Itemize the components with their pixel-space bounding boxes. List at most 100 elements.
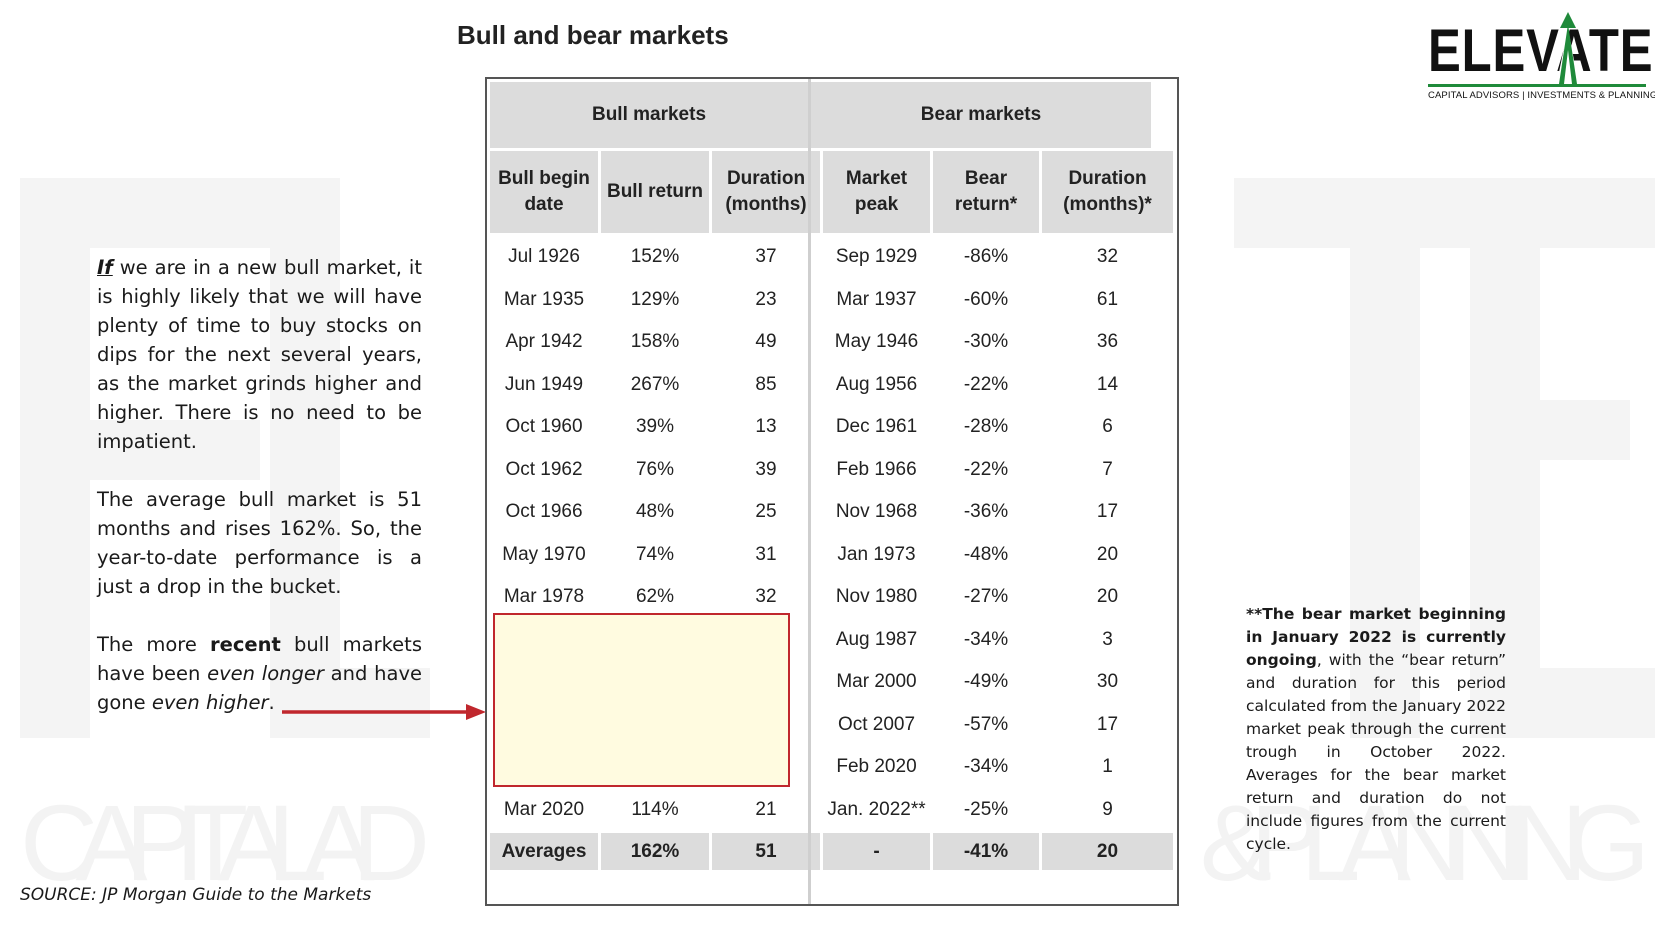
elevate-logo: ELEVATE CAPITAL ADVISORS | INVESTMENTS &… [1428,10,1655,105]
table-cell: -28% [963,416,1009,438]
table-cell: -48% [963,543,1009,565]
p3-text-e: and have gone [97,662,422,714]
table-cell: Feb 2020 [836,756,917,778]
commentary-paragraph-3: The more recent bull markets have been e… [97,630,422,717]
footnote-rest: , with the “bear return” and duration fo… [1246,651,1506,853]
table-cell: Mar 2000 [836,671,917,693]
table-cell: -36% [963,501,1009,523]
table-cell: 13 [755,416,777,438]
page-title: Bull and bear markets [457,20,729,50]
table-cell: 39 [755,458,777,480]
table-cell: -49% [963,671,1009,693]
table-cell: 20 [1096,586,1119,608]
table-cell: May 1970 [502,543,586,565]
averages-cell: - [823,833,930,870]
p3-text-a: The more [97,633,210,656]
table-cell: Nov 1980 [835,586,918,608]
table-cell: -22% [963,373,1009,395]
table-cell: 129% [630,288,680,310]
table-cell: 17 [1096,501,1119,523]
source-citation: SOURCE: JP Morgan Guide to the Markets [20,885,372,905]
table-cell: 17 [1096,713,1119,735]
table-cell: Mar 1937 [836,288,917,310]
table-cell: 39% [635,416,675,438]
footnote-text: **The bear market beginning in January 2… [1246,603,1506,856]
table-cell: 7 [1102,458,1113,480]
table-cell: Apr 1942 [505,331,583,353]
table-cell: Dec 1961 [835,416,918,438]
table-cell: 36 [1096,331,1119,353]
table-cell: 20 [1096,543,1119,565]
table-cell: Jun 1949 [504,373,584,395]
table-cell: 32 [755,586,777,608]
bull-bear-divider [808,79,811,904]
table-cell: 152% [630,246,680,268]
table-cell: Mar 1935 [503,288,585,310]
table-cell: Mar 2020 [503,798,585,820]
column-header: Bear return* [933,151,1039,233]
table-cell: 25 [755,501,777,523]
table-cell: -30% [963,331,1009,353]
table-cell: Jan 1973 [837,543,916,565]
table-cell: 267% [630,373,680,395]
bear-markets-header: Bear markets [811,82,1151,148]
table-cell: Jul 1926 [508,246,580,268]
table-cell: Oct 1962 [505,458,583,480]
table-cell: Sep 1929 [835,246,918,268]
table-cell: -34% [963,756,1009,778]
logo-divider [1428,84,1646,87]
table-cell: 74% [635,543,675,565]
paragraph-1-body: we are in a new bull market, it is highl… [97,256,422,453]
commentary-paragraph-1: If we are in a new bull market, it is hi… [97,253,422,456]
table-cell: 114% [631,798,679,820]
logo-tagline: CAPITAL ADVISORS | INVESTMENTS & PLANNIN… [1428,90,1655,101]
emphasis-if: If [97,256,113,279]
table-cell: -34% [963,628,1009,650]
commentary-paragraph-2: The average bull market is 51 months and… [97,488,422,598]
table-cell: -25% [963,798,1009,820]
bull-markets-header: Bull markets [490,82,808,148]
table-cell: 85 [755,373,777,395]
table-cell: 62% [635,586,675,608]
column-header: Duration (months)* [1042,151,1173,233]
averages-cell: -41% [933,833,1039,870]
table-cell: 49 [755,331,777,353]
column-header: Bull begin date [490,151,598,233]
table-cell: Mar 1978 [503,586,585,608]
p3-emphasis-higher: even higher [151,691,269,714]
table-cell: Oct 2007 [837,713,916,735]
table-cell: Oct 1960 [505,416,583,438]
table-cell: Aug 1956 [835,373,918,395]
table-cell: 31 [755,543,777,565]
table-cell: Nov 1968 [835,501,918,523]
column-header: Bull return [601,151,709,233]
table-cell: 6 [1102,416,1113,438]
table-cell: 9 [1102,798,1113,820]
table-cell: Feb 1966 [836,458,917,480]
p3-emphasis-longer: even longer [207,662,324,685]
table-cell: 14 [1096,373,1119,395]
table-cell: -86% [963,246,1009,268]
table-cell: 23 [755,288,777,310]
table-cell: Aug 1987 [835,628,918,650]
table-cell: -57% [963,713,1009,735]
commentary-text: If we are in a new bull market, it is hi… [97,253,422,746]
table-cell: 37 [755,246,777,268]
table-cell: 32 [1096,246,1119,268]
averages-cell: 162% [601,833,709,870]
table-cell: 158% [630,331,680,353]
red-arrow-icon [282,704,486,720]
table-cell: 48% [635,501,675,523]
table-cell: 3 [1102,628,1113,650]
p3-text-g: . [268,691,275,714]
logo-wordmark: ELEVATE [1428,17,1654,84]
table-cell: -27% [963,586,1009,608]
table-cell: -22% [963,458,1009,480]
table-cell: May 1946 [834,331,919,353]
table-cell: 61 [1096,288,1119,310]
table-cell: Jan. 2022** [827,798,926,820]
table-cell: 21 [755,798,777,820]
averages-cell: 20 [1042,833,1173,870]
p3-text-c: bull markets have been [97,633,422,685]
averages-cell: 51 [712,833,820,870]
